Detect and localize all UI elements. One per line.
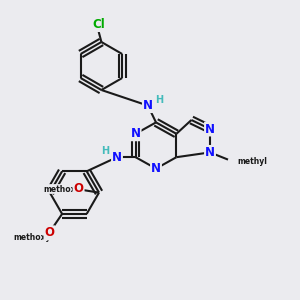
Text: methyl: methyl: [237, 157, 267, 166]
Text: N: N: [143, 99, 153, 112]
Text: N: N: [205, 122, 215, 136]
Text: O: O: [74, 182, 84, 196]
Text: methoxy: methoxy: [13, 233, 51, 242]
Text: N: N: [112, 151, 122, 164]
Text: N: N: [205, 146, 215, 159]
Text: N: N: [151, 162, 161, 175]
Text: H: H: [155, 94, 164, 105]
Text: O: O: [44, 226, 55, 239]
Text: methoxy: methoxy: [44, 184, 81, 194]
Text: N: N: [130, 127, 141, 140]
Text: Cl: Cl: [92, 18, 105, 31]
Text: H: H: [101, 146, 109, 156]
